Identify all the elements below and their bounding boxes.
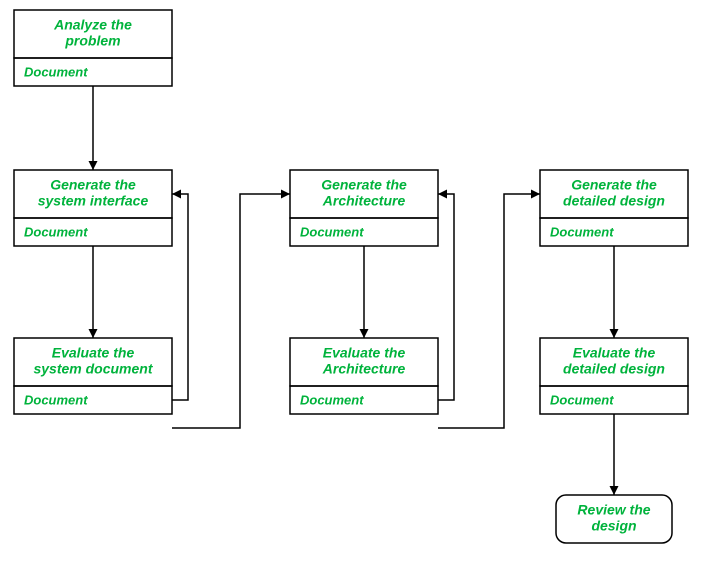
node-title-line: problem [64, 33, 120, 49]
node-title-line: Architecture [322, 361, 406, 377]
node-review: Review thedesign [556, 495, 672, 543]
node-gen_arch: Generate theArchitecture Document [290, 170, 438, 246]
node-title-line: system interface [38, 193, 149, 209]
edge-eval_sd-to-gen_arch [172, 194, 290, 428]
node-title-line: Generate the [571, 177, 657, 193]
node-eval_arch: Evaluate theArchitecture Document [290, 338, 438, 414]
edge-eval_arch-to-gen_arch [438, 194, 454, 400]
node-doc-label: Document [550, 392, 614, 407]
node-doc-label: Document [550, 224, 614, 239]
node-title-line: design [591, 518, 636, 534]
node-doc-label: Document [24, 392, 88, 407]
node-title-line: detailed design [563, 361, 665, 377]
node-title-line: Architecture [322, 193, 406, 209]
node-gen_si: Generate thesystem interface Document [14, 170, 172, 246]
node-title-line: Evaluate the [323, 345, 406, 361]
node-title-line: system document [33, 361, 153, 377]
edge-eval_sd-to-gen_si [172, 194, 188, 400]
node-title-line: Review the [577, 502, 650, 518]
node-gen_dd: Generate thedetailed design Document [540, 170, 688, 246]
flowchart-canvas: Analyze theproblemDocumentGenerate thesy… [0, 0, 702, 562]
node-doc-label: Document [300, 392, 364, 407]
node-title-line: detailed design [563, 193, 665, 209]
node-title-line: Evaluate the [52, 345, 135, 361]
node-doc-label: Document [24, 64, 88, 79]
node-doc-label: Document [24, 224, 88, 239]
node-eval_dd: Evaluate thedetailed design Document [540, 338, 688, 414]
node-analyze: Analyze theproblem Document [14, 10, 172, 86]
node-title-line: Analyze the [53, 17, 132, 33]
nodes-layer: Analyze theproblemDocumentGenerate thesy… [14, 10, 688, 543]
node-eval_sd: Evaluate thesystem document Document [14, 338, 172, 414]
node-title-line: Generate the [50, 177, 136, 193]
edges-layer [93, 86, 614, 495]
node-title-line: Generate the [321, 177, 407, 193]
node-title-line: Evaluate the [573, 345, 656, 361]
node-doc-label: Document [300, 224, 364, 239]
